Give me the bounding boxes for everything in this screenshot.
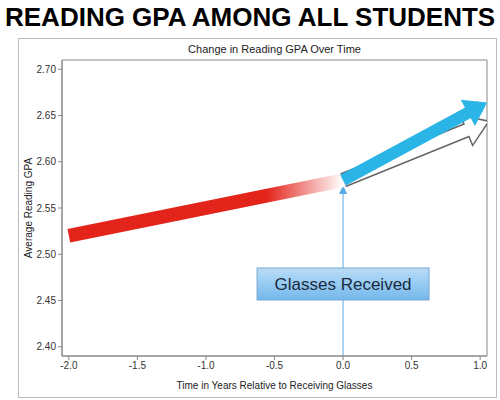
svg-text:1.0: 1.0 [473,360,487,371]
svg-text:0.5: 0.5 [405,360,419,371]
svg-text:0.0: 0.0 [336,360,350,371]
svg-text:Glasses Received: Glasses Received [275,275,412,294]
svg-text:Average Reading GPA: Average Reading GPA [23,158,34,259]
svg-text:Time in Years Relative to Rece: Time in Years Relative to Receiving Glas… [177,380,373,391]
svg-text:2.40: 2.40 [37,341,57,352]
svg-text:-2.0: -2.0 [60,360,78,371]
svg-text:-1.5: -1.5 [129,360,147,371]
svg-text:2.65: 2.65 [37,110,57,121]
svg-text:2.50: 2.50 [37,249,57,260]
svg-text:2.55: 2.55 [37,203,57,214]
svg-text:2.70: 2.70 [37,64,57,75]
html-text:READING GPA AMONG ALL STUDENTS: READING GPA AMONG ALL STUDENTS [5,2,496,32]
html-text:Change in Reading GPA Over Tim: Change in Reading GPA Over Time [188,43,361,55]
svg-text:2.60: 2.60 [37,156,57,167]
svg-text:-1.0: -1.0 [197,360,215,371]
svg-text:-0.5: -0.5 [266,360,284,371]
svg-text:2.45: 2.45 [37,295,57,306]
